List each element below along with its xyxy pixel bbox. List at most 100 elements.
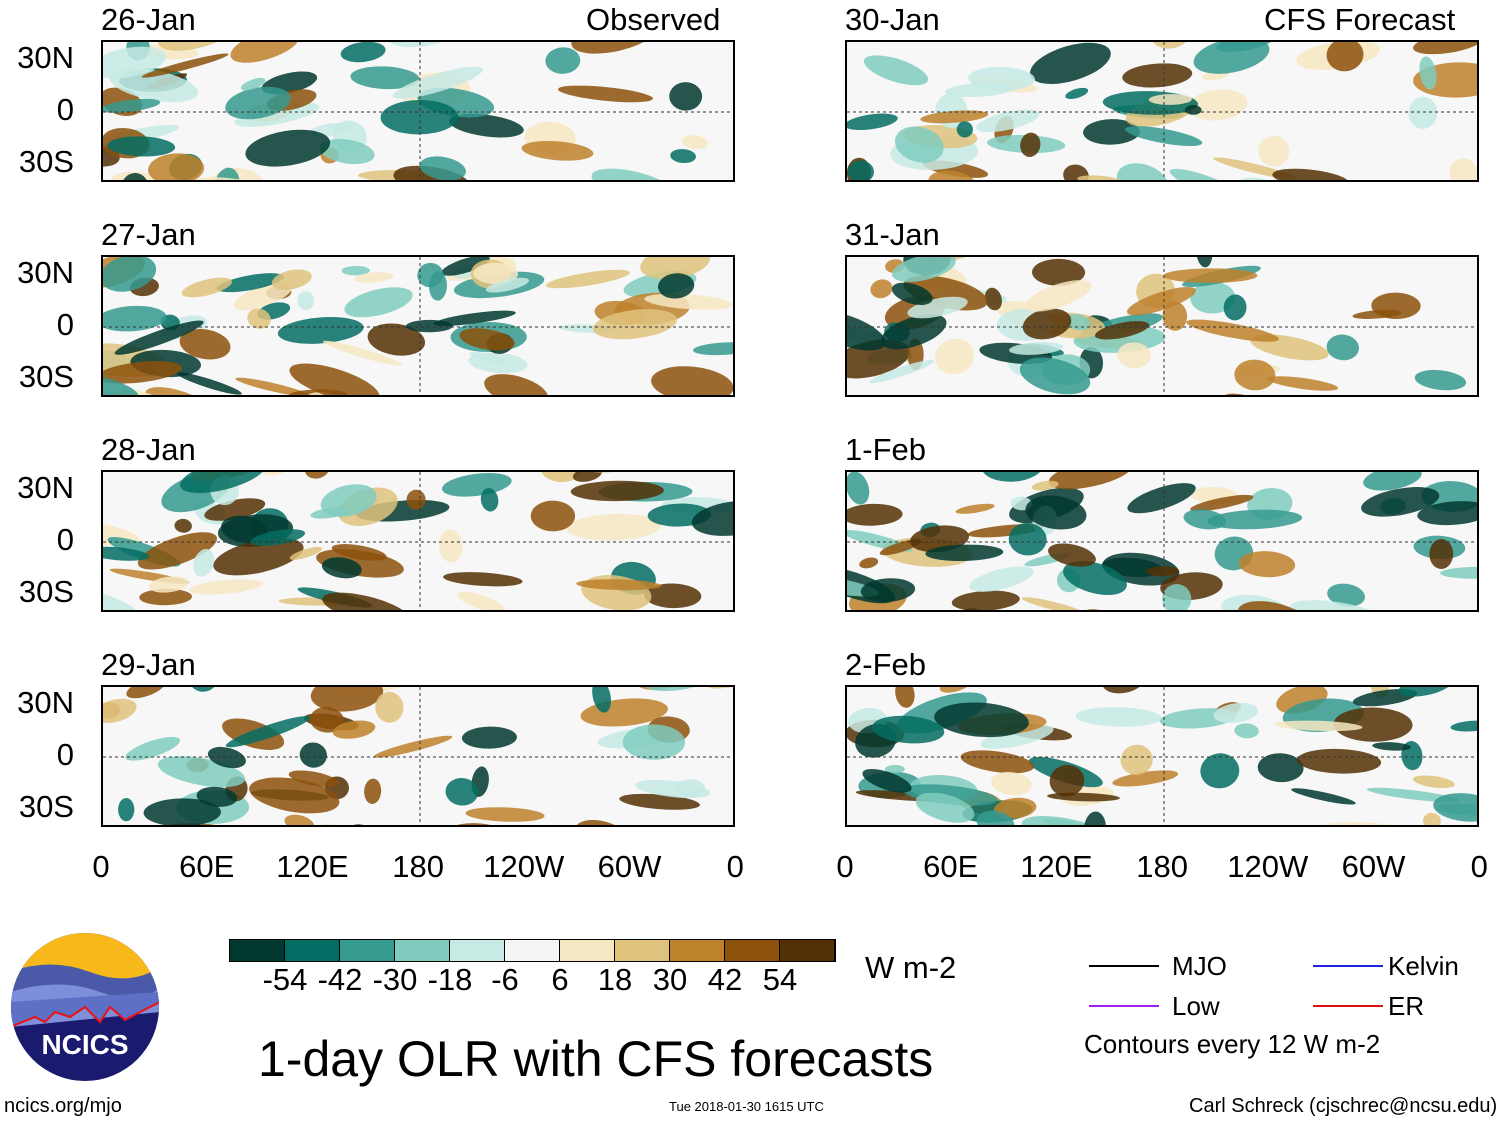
olr-anomaly-blob: [405, 319, 453, 333]
olr-anomaly-blob: [364, 778, 382, 804]
olr-anomaly-blob: [1084, 811, 1106, 825]
footer-url[interactable]: ncics.org/mjo: [4, 1095, 122, 1117]
colorbar-swatch: [395, 940, 450, 961]
colorbar-label: -54: [262, 962, 308, 997]
olr-anomaly-blob: [216, 273, 285, 293]
olr-anomaly-blob: [289, 363, 380, 395]
olr-anomaly-blob: [350, 66, 420, 90]
colorbar-units: W m-2: [865, 950, 957, 985]
olr-anomaly-blob: [1048, 543, 1096, 567]
olr-anomaly-blob: [1117, 342, 1151, 369]
olr-anomaly-blob: [1216, 42, 1276, 52]
lon-label: 120W: [483, 849, 565, 884]
olr-anomaly-blob: [103, 375, 140, 395]
olr-anomaly-blob: [915, 792, 975, 823]
colorbar-label: -18: [427, 962, 473, 997]
olr-anomaly-blob: [103, 698, 137, 724]
olr-anomaly-blob: [576, 579, 662, 591]
olr-anomaly-blob: [103, 98, 161, 113]
lat-label: 30N: [17, 470, 74, 505]
olr-anomaly-blob: [980, 724, 1054, 749]
olr-anomaly-blob: [310, 687, 384, 712]
olr-anomaly-blob: [847, 160, 874, 180]
olr-anomaly-blob: [473, 262, 519, 285]
colorbar-swatch: [615, 940, 670, 961]
olr-anomaly-blob: [1162, 301, 1188, 331]
legend-line-kelvin: [1313, 965, 1383, 967]
olr-anomaly-blob: [1200, 753, 1240, 789]
olr-anomaly-blob: [1126, 286, 1196, 316]
panel-date: 28-Jan: [101, 432, 196, 467]
olr-anomaly-blob: [907, 296, 968, 319]
olr-anomaly-blob: [566, 513, 661, 541]
legend-label-mjo: MJO: [1172, 951, 1227, 981]
olr-anomaly-blob: [480, 488, 499, 512]
olr-anomaly-blob: [1419, 56, 1437, 90]
olr-anomaly-blob: [1063, 561, 1127, 595]
olr-anomaly-blob: [860, 578, 916, 603]
colorbar-label: 30: [652, 962, 688, 997]
olr-anomaly-blob: [1120, 744, 1153, 776]
colorbar-label: 18: [597, 962, 633, 997]
olr-anomaly-blob: [469, 351, 508, 365]
olr-anomaly-blob: [249, 777, 340, 814]
olr-anomaly-blob: [934, 702, 1029, 738]
olr-anomaly-blob: [1022, 308, 1072, 340]
lon-label: 180: [392, 849, 444, 884]
olr-anomaly-blob: [1366, 787, 1461, 803]
olr-anomaly-blob: [1112, 770, 1179, 787]
colorbar-label: -30: [372, 962, 418, 997]
olr-anomaly-blob: [1024, 280, 1092, 312]
lat-label: 0: [56, 522, 74, 557]
olr-anomaly-blob: [951, 590, 1020, 610]
olr-anomaly-blob: [289, 546, 323, 560]
olr-anomaly-blob: [1371, 292, 1421, 320]
olr-anomaly-blob: [103, 546, 150, 561]
olr-anomaly-blob: [1290, 600, 1380, 610]
olr-anomaly-blob: [204, 498, 266, 521]
panel-date: 27-Jan: [101, 217, 196, 252]
olr-anomaly-blob: [955, 503, 995, 514]
olr-anomaly-blob: [221, 515, 268, 544]
olr-anomaly-blob: [271, 269, 312, 290]
olr-anomaly-blob: [498, 825, 533, 827]
colorbar-label: -6: [491, 962, 519, 997]
olr-anomaly-blob: [1433, 793, 1477, 822]
olr-anomaly-blob: [1025, 495, 1087, 530]
olr-anomaly-blob: [417, 262, 444, 288]
olr-anomaly-blob: [225, 606, 322, 612]
olr-anomaly-blob: [1146, 566, 1180, 577]
olr-anomaly-blob: [331, 544, 387, 561]
olr-anomaly-blob: [1234, 359, 1276, 391]
olr-anomaly-blob: [1213, 702, 1259, 724]
olr-anomaly-blob: [439, 529, 463, 563]
legend-line-mjo: [1089, 965, 1159, 967]
olr-anomaly-blob: [1423, 812, 1441, 825]
olr-anomaly-blob: [622, 724, 686, 760]
olr-anomaly-blob: [1116, 163, 1169, 180]
olr-anomaly-blob: [863, 55, 929, 86]
olr-anomaly-blob: [960, 750, 1035, 774]
olr-anomaly-blob: [1363, 472, 1422, 491]
olr-anomaly-blob: [657, 273, 695, 299]
olr-anomaly-blob: [953, 396, 1046, 397]
olr-anomaly-blob: [1238, 551, 1296, 578]
olr-anomaly-blob: [107, 136, 176, 157]
olr-anomaly-blob: [537, 178, 599, 182]
olr-anomaly-blob: [297, 291, 315, 311]
lon-label: 60E: [923, 849, 979, 884]
panel-date: 2-Feb: [845, 647, 926, 682]
olr-anomaly-blob: [375, 691, 404, 723]
olr-anomaly-blob: [1222, 393, 1275, 395]
olr-anomaly-blob: [1148, 42, 1192, 49]
olr-anomaly-blob: [1074, 609, 1117, 610]
olr-anomaly-blob: [445, 777, 479, 806]
olr-anomaly-blob: [1223, 294, 1247, 321]
lat-label: 0: [56, 307, 74, 342]
olr-anomaly-blob: [1361, 487, 1440, 517]
olr-anomaly-blob: [1258, 135, 1290, 167]
olr-anomaly-blob: [196, 786, 238, 807]
olr-anomaly-blob: [847, 113, 898, 131]
olr-anomaly-blob: [198, 608, 269, 612]
